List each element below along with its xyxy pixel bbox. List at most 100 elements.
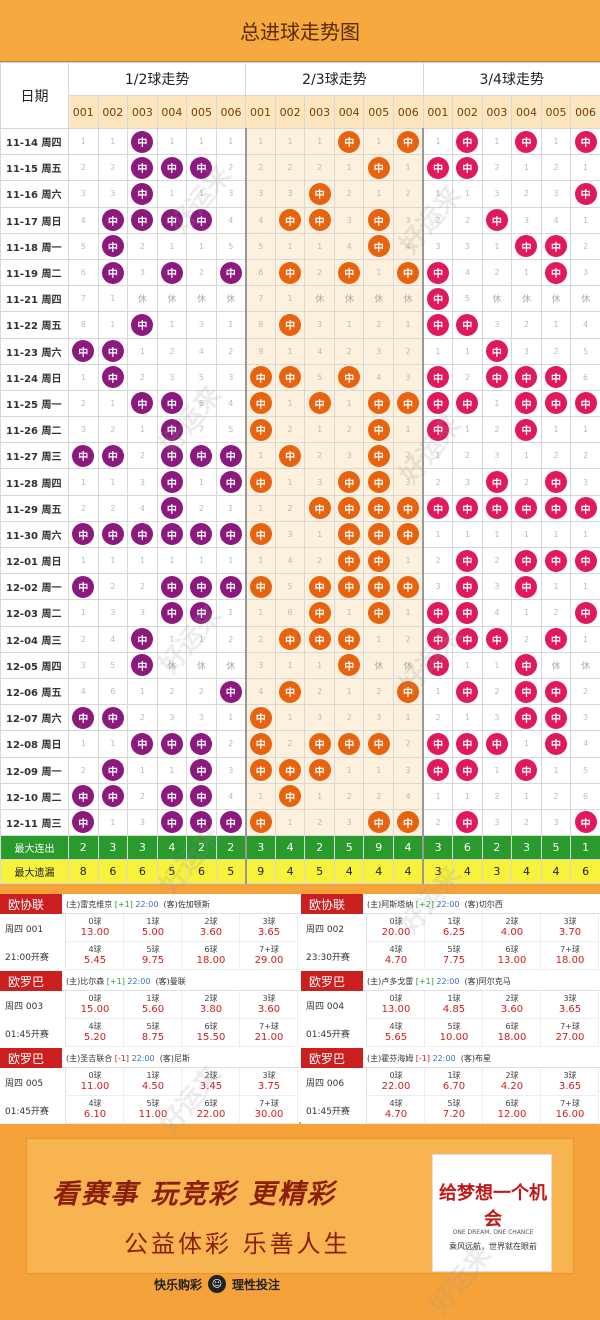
hit-ball: 中 (368, 811, 390, 833)
hit-ball: 中 (161, 392, 183, 414)
miss-cell: 1 (98, 129, 128, 155)
miss-cell: 2 (216, 155, 246, 181)
cell-value: 2 (317, 556, 322, 565)
hit-ball: 中 (545, 262, 567, 284)
miss-cell: 2 (571, 443, 600, 469)
goal-count: 6球 (483, 1098, 541, 1109)
hit-ball: 中 (161, 419, 183, 441)
hit-ball: 中 (515, 681, 537, 703)
hit-ball: 中 (338, 471, 360, 493)
miss-cell: 1 (69, 469, 99, 495)
cell-value: 1 (347, 608, 352, 617)
cell-value: 2 (228, 163, 233, 172)
cell-value: 1 (140, 556, 145, 565)
hit-ball: 中 (102, 707, 124, 729)
hit-ball: 中 (131, 157, 153, 179)
match-number: 周四 006 (301, 1068, 366, 1096)
cell-value: 2 (553, 608, 558, 617)
cell-value: 1 (288, 399, 293, 408)
sub-column-header: 003 (305, 96, 335, 129)
miss-cell: 3 (334, 207, 364, 233)
hit-ball: 中 (161, 209, 183, 231)
cell-value: 3 (583, 268, 588, 277)
hit-ball: 中 (220, 445, 242, 467)
miss-cell: 2 (482, 417, 512, 443)
miss-cell: 2 (305, 809, 335, 835)
goal-count: 5球 (124, 1021, 182, 1032)
cell-value: 1 (169, 242, 174, 251)
max-miss-value: 6 (571, 860, 600, 884)
hit-cell: 中 (275, 783, 305, 809)
miss-cell: 1 (305, 652, 335, 678)
miss-cell: 1 (275, 129, 305, 155)
cell-value: 1 (169, 556, 174, 565)
rest-cell: 休 (157, 286, 187, 312)
cell-value: 1 (494, 530, 499, 539)
miss-cell: 1 (453, 417, 483, 443)
goal-count: 7+球 (240, 1021, 298, 1032)
row-date: 11-14 周四 (1, 129, 69, 155)
odds-value: 3.65 (541, 1004, 599, 1015)
cell-value: 1 (405, 556, 410, 565)
hit-cell: 中 (157, 469, 187, 495)
miss-cell: 3 (305, 469, 335, 495)
cell-value: 2 (140, 713, 145, 722)
cell-value: 5 (258, 242, 263, 251)
